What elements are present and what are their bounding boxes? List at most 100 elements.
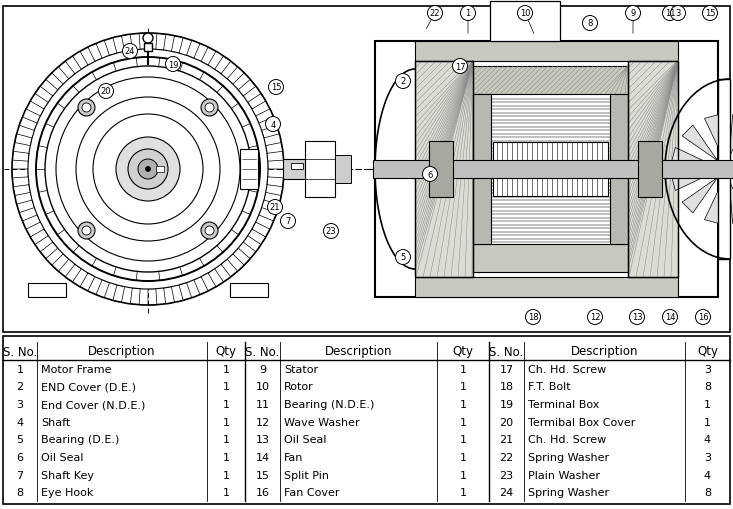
Circle shape (526, 310, 540, 325)
Text: Fan: Fan (284, 452, 303, 462)
Text: 21: 21 (499, 435, 514, 444)
Bar (305, 142, 335, 197)
Text: Qty: Qty (697, 345, 718, 358)
Text: 1: 1 (460, 364, 466, 374)
Bar (610, 95, 628, 244)
Text: 1: 1 (465, 10, 471, 18)
Text: 12: 12 (590, 313, 600, 322)
Text: 19: 19 (168, 61, 178, 69)
Text: 2: 2 (400, 77, 405, 87)
Text: Ch. Hd. Screw: Ch. Hd. Screw (528, 364, 606, 374)
Text: S. No.: S. No. (490, 345, 523, 358)
Text: 14: 14 (665, 313, 675, 322)
Bar (291, 164, 303, 169)
Text: 1: 1 (460, 435, 466, 444)
Polygon shape (704, 115, 723, 158)
Circle shape (625, 7, 641, 21)
Bar (473, 67, 628, 95)
Circle shape (145, 167, 150, 172)
Text: 8: 8 (704, 487, 711, 497)
Circle shape (205, 104, 214, 113)
Text: 7: 7 (285, 217, 291, 226)
Bar (230, 284, 268, 297)
Text: 3: 3 (675, 10, 681, 18)
Text: 9: 9 (259, 364, 266, 374)
Text: Bearing (N.D.E.): Bearing (N.D.E.) (284, 399, 375, 409)
Text: Shaft Key: Shaft Key (41, 470, 94, 479)
Circle shape (663, 310, 677, 325)
Text: 3: 3 (704, 452, 711, 462)
Text: 1: 1 (460, 399, 466, 409)
Text: Bearing (D.E.): Bearing (D.E.) (41, 435, 119, 444)
Bar (156, 166, 164, 173)
Polygon shape (729, 181, 733, 224)
Text: 3: 3 (17, 399, 23, 409)
Text: 5: 5 (400, 253, 405, 262)
Circle shape (396, 250, 410, 265)
Bar (493, 143, 608, 196)
Circle shape (45, 67, 251, 272)
Text: Stator: Stator (284, 364, 318, 374)
Circle shape (128, 150, 168, 190)
Circle shape (702, 7, 718, 21)
Text: Plain Washer: Plain Washer (528, 470, 600, 479)
Text: 1: 1 (704, 399, 711, 409)
Text: Description: Description (88, 345, 155, 358)
Polygon shape (682, 126, 718, 161)
Bar (144, 44, 152, 52)
Text: 12: 12 (255, 417, 270, 427)
Circle shape (116, 138, 180, 202)
Text: 21: 21 (270, 203, 280, 212)
Circle shape (696, 310, 710, 325)
Bar (3, 336, 730, 504)
Text: Spring Washer: Spring Washer (528, 452, 609, 462)
Bar (718, 80, 730, 260)
Text: 20: 20 (499, 417, 514, 427)
Circle shape (93, 115, 203, 224)
Text: 15: 15 (256, 470, 270, 479)
Text: 10: 10 (520, 10, 530, 18)
Text: Rotor: Rotor (284, 382, 314, 391)
Text: 23: 23 (325, 227, 336, 236)
Bar (240, 150, 258, 190)
Text: 1: 1 (223, 364, 229, 374)
Circle shape (205, 227, 214, 236)
Text: 7: 7 (16, 470, 23, 479)
Text: 10: 10 (256, 382, 270, 391)
Text: Eye Hook: Eye Hook (41, 487, 93, 497)
Circle shape (396, 74, 410, 89)
Circle shape (452, 60, 468, 74)
Text: Shaft: Shaft (41, 417, 70, 427)
Text: 14: 14 (255, 452, 270, 462)
Text: 1: 1 (704, 417, 711, 427)
Circle shape (630, 310, 644, 325)
Text: 1: 1 (223, 452, 229, 462)
Circle shape (138, 160, 158, 180)
Bar (638, 142, 662, 197)
Circle shape (268, 200, 282, 215)
Text: 1: 1 (223, 382, 229, 391)
Circle shape (82, 104, 91, 113)
Circle shape (122, 44, 138, 60)
Text: 1: 1 (223, 399, 229, 409)
Bar (628, 62, 678, 277)
Circle shape (427, 7, 443, 21)
Text: End Cover (N.D.E.): End Cover (N.D.E.) (41, 399, 145, 409)
Circle shape (517, 7, 532, 21)
Text: 17: 17 (454, 63, 465, 71)
Text: 16: 16 (256, 487, 270, 497)
Bar (628, 62, 678, 277)
Text: 23: 23 (499, 470, 514, 479)
Polygon shape (671, 173, 715, 191)
Text: 24: 24 (125, 47, 136, 56)
Text: 4: 4 (704, 435, 711, 444)
Text: 2: 2 (16, 382, 23, 391)
Text: 6: 6 (427, 170, 432, 179)
Circle shape (265, 117, 281, 132)
Text: END Cover (D.E.): END Cover (D.E.) (41, 382, 136, 391)
Text: 22: 22 (499, 452, 514, 462)
Bar (373, 161, 733, 179)
Text: 1: 1 (223, 435, 229, 444)
Text: 24: 24 (499, 487, 514, 497)
Text: 6: 6 (17, 452, 23, 462)
